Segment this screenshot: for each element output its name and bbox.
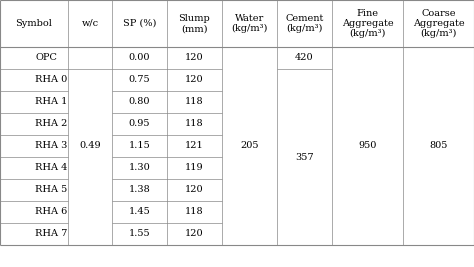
Text: Coarse
Aggregate
(kg/m³): Coarse Aggregate (kg/m³): [413, 9, 465, 38]
Text: 1.45: 1.45: [128, 207, 150, 217]
Text: 805: 805: [429, 142, 447, 151]
Text: 121: 121: [185, 142, 204, 151]
Text: Slump
(mm): Slump (mm): [179, 14, 210, 33]
Text: 1.38: 1.38: [128, 186, 150, 194]
Text: Water
(kg/m³): Water (kg/m³): [231, 14, 268, 33]
Text: RHA 6: RHA 6: [36, 207, 68, 217]
Text: 1.30: 1.30: [128, 163, 150, 172]
Text: 120: 120: [185, 53, 204, 62]
Text: 0.95: 0.95: [129, 120, 150, 128]
Text: 1.15: 1.15: [128, 142, 150, 151]
Text: RHA 4: RHA 4: [36, 163, 68, 172]
Text: 118: 118: [185, 97, 204, 107]
Text: 120: 120: [185, 186, 204, 194]
Text: 420: 420: [295, 53, 314, 62]
Text: RHA 1: RHA 1: [36, 97, 68, 107]
Text: 0.75: 0.75: [128, 76, 150, 84]
Text: Symbol: Symbol: [16, 19, 53, 28]
Text: RHA 2: RHA 2: [36, 120, 68, 128]
Text: SP (%): SP (%): [123, 19, 156, 28]
Text: Fine
Aggregate
(kg/m³): Fine Aggregate (kg/m³): [342, 9, 393, 38]
Text: 205: 205: [240, 142, 259, 151]
Text: RHA 5: RHA 5: [36, 186, 68, 194]
Text: RHA 7: RHA 7: [36, 230, 68, 238]
Text: 950: 950: [358, 142, 377, 151]
Text: RHA 0: RHA 0: [36, 76, 68, 84]
Text: 1.55: 1.55: [128, 230, 150, 238]
Text: 0.00: 0.00: [129, 53, 150, 62]
Text: w/c: w/c: [82, 19, 99, 28]
Text: OPC: OPC: [36, 53, 57, 62]
Text: RHA 3: RHA 3: [36, 142, 68, 151]
Text: 357: 357: [295, 152, 314, 162]
Text: 120: 120: [185, 76, 204, 84]
Text: 120: 120: [185, 230, 204, 238]
Text: 0.49: 0.49: [79, 142, 101, 151]
Text: 118: 118: [185, 207, 204, 217]
Text: 0.80: 0.80: [129, 97, 150, 107]
Text: 119: 119: [185, 163, 204, 172]
Text: Cement
(kg/m³): Cement (kg/m³): [285, 14, 324, 33]
Text: 118: 118: [185, 120, 204, 128]
